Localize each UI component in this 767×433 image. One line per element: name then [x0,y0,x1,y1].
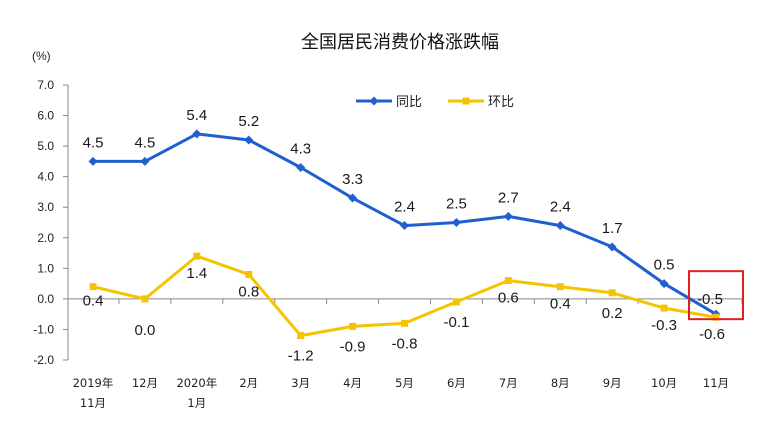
y-tick-label: 2.0 [37,231,54,245]
data-labels: 4.5 4.5 5.4 5.2 4.3 3.3 2.4 2.5 2.7 2.4 1.7 0.5 -0.5… [83,107,725,365]
data-label-yoy: -0.5 [697,291,723,308]
data-label-mom: -1.2 [288,348,314,365]
data-label-yoy: 2.4 [394,199,415,216]
data-label-yoy: 2.5 [446,196,467,213]
data-label-mom: 0.6 [498,290,519,307]
y-tick-label: 6.0 [37,109,54,123]
x-tick-label: 11月 [80,396,106,410]
data-label-yoy: 4.3 [290,141,311,158]
series-1-point [452,298,460,306]
x-tick-label: 10月 [651,376,677,390]
data-label-yoy: 5.4 [186,107,207,124]
data-label-mom: -0.1 [443,314,469,331]
data-label-mom: -0.6 [699,326,725,343]
data-label-mom: -0.3 [651,317,677,334]
x-tick-label: 12月 [132,376,158,390]
series-0-point [88,156,98,166]
chart-title: 全国居民消费价格涨跌幅 [301,32,499,53]
data-label-mom: 0.0 [134,322,155,339]
y-tick-label: 3.0 [37,200,54,214]
data-label-yoy: 1.7 [602,220,623,237]
data-label-mom: 0.4 [83,293,104,310]
series-1-point [660,304,668,312]
data-label-mom: 0.4 [550,296,571,313]
legend: 同比 环比 [356,95,514,110]
x-tick-label: 11月 [703,376,729,390]
legend-label-0: 同比 [396,95,422,110]
x-tick-label: 3月 [291,376,310,390]
x-tick-label: 5月 [395,376,414,390]
data-label-yoy: 2.7 [498,189,519,206]
x-tick-label: 4月 [343,376,362,390]
data-label-mom: -0.9 [340,338,366,355]
data-label-yoy: 2.4 [550,199,571,216]
series-1-point [89,283,97,291]
series-0-point [400,221,409,231]
legend-marker-1 [462,97,470,105]
series-group [88,129,721,340]
series-0-point [555,221,565,231]
series-1-point [349,322,357,330]
data-label-mom: -0.8 [392,335,418,352]
series-1-point [141,295,149,303]
series-1-point [712,313,720,321]
data-label-yoy: 4.5 [83,134,104,151]
x-tick-label: 8月 [551,376,570,390]
y-tick-label: 4.0 [37,170,54,184]
data-label-mom: 1.4 [186,265,207,282]
series-1-point [401,319,408,327]
x-tick-label: 7月 [499,376,518,390]
series-0-point [348,193,358,203]
series-0-point [244,135,254,145]
series-1-point [608,289,616,297]
data-label-yoy: 0.5 [654,257,675,274]
y-tick-label: 5.0 [37,139,54,153]
y-tick-label: -1.0 [33,322,54,336]
data-label-yoy: 3.3 [342,171,363,188]
x-tick-label: 2020年 [176,376,217,390]
y-tick-label: 7.0 [37,78,54,92]
data-label-yoy: 4.5 [134,134,155,151]
y-tick-label: 0.0 [37,292,54,306]
y-axis-unit: (%) [32,49,51,63]
series-0-point [140,156,150,166]
series-0-point [607,242,617,252]
x-tick-label: 2月 [239,376,258,390]
series-1-point [193,252,201,260]
highlight-box-group [688,270,744,321]
series-0-point [192,129,202,139]
data-label-yoy: 5.2 [238,113,259,130]
legend-label-1: 环比 [488,95,514,110]
x-tick-label: 1月 [187,396,206,410]
x-axis: 2019年 11月 12月 2020年 1月 2月 3月 4月 5月 6月 7月 8月 9月 10月 11月 [68,298,743,410]
y-tick-label: 1.0 [37,261,54,275]
series-1-point [245,270,253,278]
series-0-point [451,218,461,227]
highlight-box [688,270,744,321]
data-label-mom: 0.2 [602,305,623,322]
series-0-point [659,279,669,289]
x-tick-label: 9月 [603,376,622,390]
series-1-point [556,283,564,291]
legend-marker-0 [369,96,379,106]
x-tick-label: 6月 [447,376,466,390]
y-tick-label: -2.0 [33,353,54,367]
series-0-point [296,163,306,172]
series-0-point [503,211,513,221]
y-axis: 7.0 6.0 5.0 4.0 3.0 2.0 1.0 0.0 -1.0 -2.0 [33,78,69,367]
series-1-point [504,277,512,285]
data-label-mom: 0.8 [238,283,259,300]
series-1-point [297,332,305,340]
x-tick-label: 2019年 [73,376,114,390]
